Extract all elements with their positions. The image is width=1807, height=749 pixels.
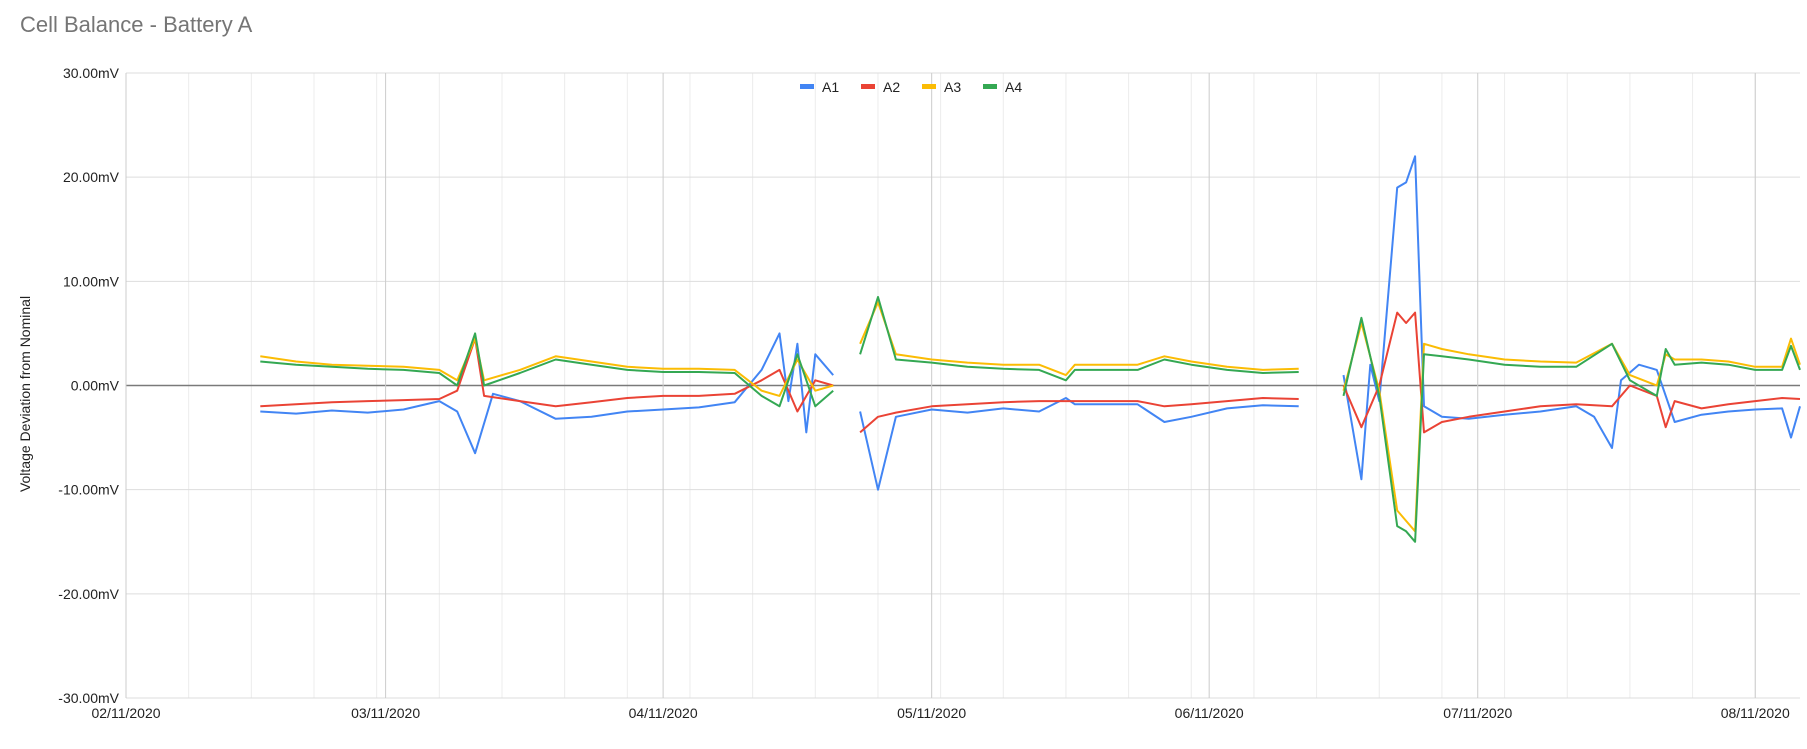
legend: A1 A2 A3 A4 bbox=[800, 79, 1022, 95]
x-tick-label: 06/11/2020 bbox=[1175, 705, 1244, 721]
axis-layer: 30.00mV 20.00mV 10.00mV 0.00mV -10.00mV -20.0… bbox=[58, 65, 1790, 721]
legend-label-a1: A1 bbox=[822, 79, 839, 95]
chart-title: Cell Balance - Battery A bbox=[20, 12, 253, 37]
x-tick-label: 05/11/2020 bbox=[897, 705, 966, 721]
legend-swatch-a2 bbox=[861, 84, 875, 89]
y-tick-label: -30.00mV bbox=[58, 690, 119, 706]
grid-layer bbox=[125, 72, 1800, 699]
series-layer bbox=[260, 155, 1801, 543]
y-tick-label: 20.00mV bbox=[63, 169, 120, 185]
legend-label-a3: A3 bbox=[944, 79, 961, 95]
legend-label-a2: A2 bbox=[883, 79, 900, 95]
x-tick-label: 04/11/2020 bbox=[629, 705, 698, 721]
series-line-a2 bbox=[260, 311, 1801, 434]
y-tick-label: 30.00mV bbox=[63, 65, 120, 81]
y-tick-label: 10.00mV bbox=[63, 273, 120, 289]
x-tick-label: 08/11/2020 bbox=[1721, 705, 1790, 721]
legend-swatch-a4 bbox=[983, 84, 997, 89]
y-axis-title: Voltage Deviation from Nominal bbox=[17, 296, 33, 492]
y-tick-label: 0.00mV bbox=[71, 378, 120, 394]
legend-swatch-a3 bbox=[922, 84, 936, 89]
y-tick-label: -10.00mV bbox=[58, 482, 119, 498]
legend-label-a4: A4 bbox=[1005, 79, 1022, 95]
y-tick-label: -20.00mV bbox=[58, 586, 119, 602]
x-tick-label: 03/11/2020 bbox=[351, 705, 420, 721]
x-tick-label: 07/11/2020 bbox=[1443, 705, 1512, 721]
x-tick-label: 02/11/2020 bbox=[91, 705, 160, 721]
series-line-a4 bbox=[260, 296, 1801, 543]
series-line-a1 bbox=[260, 155, 1801, 491]
series-line-a3 bbox=[260, 301, 1801, 533]
legend-swatch-a1 bbox=[800, 84, 814, 89]
